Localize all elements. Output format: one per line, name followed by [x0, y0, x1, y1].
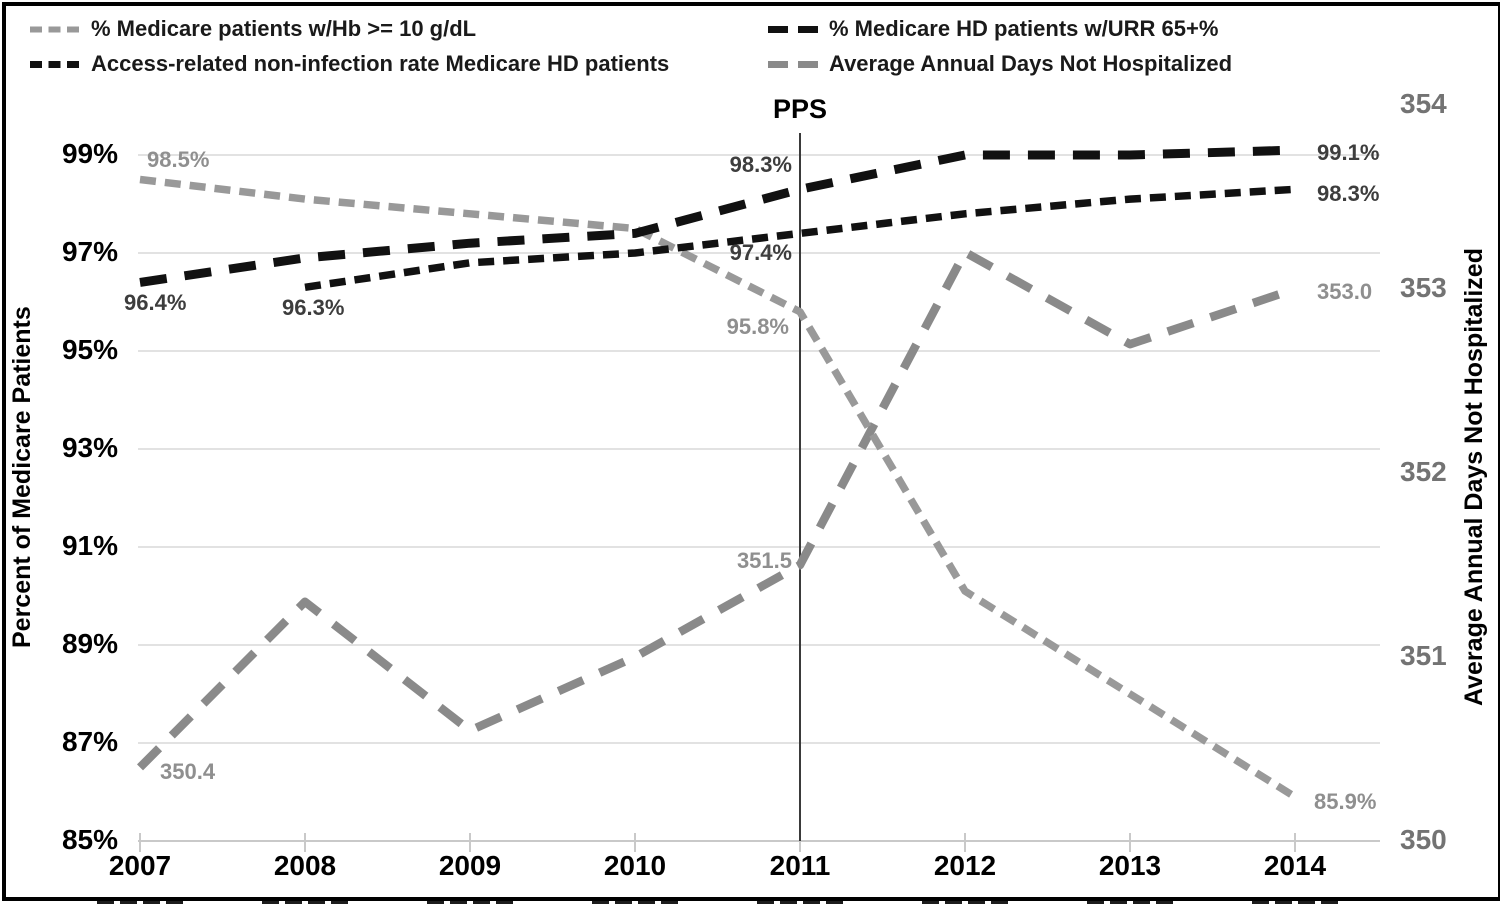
legend-item-access: Access-related non-infection rate Medica…: [30, 51, 669, 77]
cutoff-text-fragment: [1252, 901, 1338, 904]
series-line-urr: [139, 145, 1296, 287]
data-point-label: 98.5%: [147, 146, 210, 172]
left-axis-tick-label: 99%: [61, 138, 118, 169]
cutoff-text-fragment: [427, 901, 513, 904]
x-axis-label: 2010: [603, 850, 667, 881]
dashed-line-swatch-icon: [30, 26, 80, 32]
series-line-hb: [139, 175, 1297, 801]
cutoff-text-fragment: [922, 901, 1008, 904]
x-axis-label: 2014: [1263, 850, 1327, 881]
legend-item-urr: % Medicare HD patients w/URR 65+%: [768, 16, 1218, 42]
left-axis-tick-label: 97%: [61, 236, 118, 267]
dashed-line-swatch-icon: [768, 25, 818, 33]
x-axis-label: 2011: [769, 850, 831, 881]
left-axis-tick-label: 93%: [61, 432, 118, 463]
data-point-label: 97.4%: [729, 240, 792, 266]
data-point-label: 96.3%: [282, 295, 345, 321]
data-point-label: 95.8%: [726, 313, 789, 339]
data-point-label: 96.4%: [124, 290, 187, 316]
legend-label: % Medicare patients w/Hb >= 10 g/dL: [91, 16, 477, 41]
right-axis-tick-label: 351: [1400, 640, 1447, 671]
legend-item-hb: % Medicare patients w/Hb >= 10 g/dL: [30, 16, 476, 42]
data-point-label: 351.5: [736, 548, 792, 573]
x-axis-label: 2009: [438, 850, 502, 881]
cutoff-text-fragment: [97, 901, 183, 904]
data-point-label: 98.3%: [729, 152, 792, 178]
series-line-days: [136, 247, 1297, 771]
right-axis-tick-label: 353: [1400, 272, 1447, 303]
left-axis-tick-label: 85%: [61, 824, 118, 855]
data-point-label: 99.1%: [1317, 140, 1380, 166]
series-line-access: [304, 185, 1296, 292]
cutoff-text-fragment: [1087, 901, 1173, 904]
cutoff-text-fragment: [757, 901, 843, 904]
x-axis-label: 2012: [933, 850, 997, 881]
right-axis-tick-label: 350: [1400, 824, 1447, 855]
x-axis-label: 2013: [1098, 850, 1162, 881]
dashed-line-swatch-icon: [30, 60, 80, 68]
right-axis-tick-label: 352: [1400, 456, 1447, 487]
legend-item-days: Average Annual Days Not Hospitalized: [768, 51, 1232, 77]
left-axis-tick-label: 89%: [61, 628, 118, 659]
left-axis-tick-label: 95%: [61, 334, 118, 365]
cutoff-text-fragment: [262, 901, 348, 904]
legend-label: Average Annual Days Not Hospitalized: [829, 51, 1233, 76]
left-axis-tick-label: 91%: [61, 530, 118, 561]
dashed-line-swatch-icon: [768, 60, 818, 68]
data-point-label: 85.9%: [1314, 788, 1377, 814]
x-axis-label: 2008: [273, 850, 337, 881]
data-point-label: 353.0: [1317, 279, 1373, 304]
cutoff-text-fragment: [592, 901, 678, 904]
legend-label: % Medicare HD patients w/URR 65+%: [829, 16, 1219, 41]
data-point-label: 98.3%: [1317, 181, 1380, 207]
x-axis-label: 2007: [108, 850, 172, 881]
data-point-label: 350.4: [160, 759, 216, 785]
legend-label: Access-related non-infection rate Medica…: [91, 51, 670, 76]
left-axis-tick-label: 87%: [61, 726, 118, 757]
right-axis-tick-label: 354: [1400, 88, 1447, 119]
pps-marker-title: PPS: [772, 94, 828, 124]
